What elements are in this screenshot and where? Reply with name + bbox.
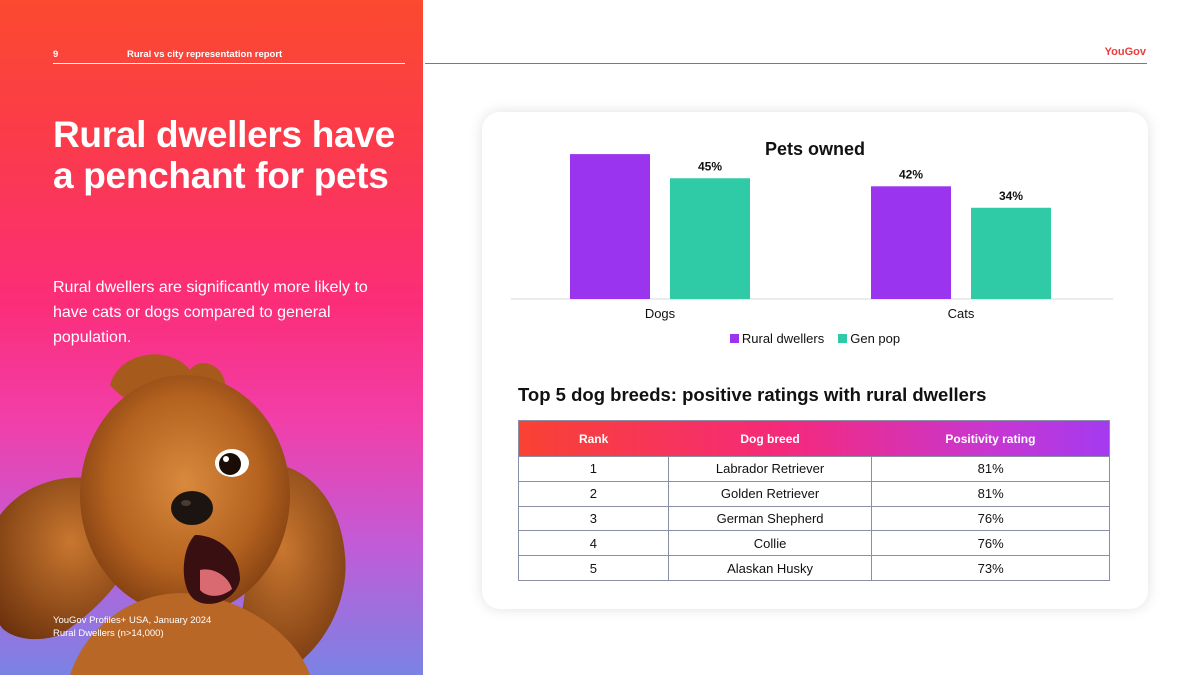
chart-legend: Rural dwellers Gen pop <box>482 331 1148 346</box>
rank-cell: 2 <box>518 480 669 507</box>
table-header-row: Rank Dog breed Positivity rating <box>518 420 1110 457</box>
header-divider <box>53 63 405 64</box>
hero-panel: 9 Rural vs city representation report Ru… <box>0 0 423 675</box>
bar-dogs-genpop <box>670 178 750 299</box>
table-row: 1 Labrador Retriever 81% <box>518 456 1110 482</box>
bar-cats-genpop <box>971 207 1051 299</box>
breed-cell: Alaskan Husky <box>667 555 873 581</box>
rating-cell: 76% <box>871 505 1110 532</box>
source-line-1: YouGov Profiles+ USA, January 2024 <box>53 615 212 626</box>
data-label-cats-genpop: 34% <box>999 189 1023 203</box>
puppy-photo <box>0 354 346 675</box>
source-line-2: Rural Dwellers (n>14,000) <box>53 628 164 639</box>
report-title: Rural vs city representation report <box>127 49 283 60</box>
legend-label-rural: Rural dwellers <box>741 331 825 346</box>
breed-cell: Labrador Retriever <box>667 456 873 482</box>
bar-dogs-rural <box>570 154 650 299</box>
header-positivity: Positivity rating <box>945 431 1036 446</box>
table-row: 2 Golden Retriever 81% <box>518 480 1110 507</box>
breed-cell: German Shepherd <box>667 505 873 532</box>
chart-title: Pets owned <box>764 139 866 159</box>
page-title: Rural dwellers have a penchant for pets <box>53 114 395 196</box>
legend-swatch-genpop <box>838 334 848 343</box>
data-label-dogs-genpop: 45% <box>698 159 722 173</box>
x-tick-label-cats: Cats <box>948 306 975 321</box>
header-rule <box>425 63 1147 64</box>
brand-logo: YouGov <box>1104 46 1146 58</box>
breed-cell: Collie <box>667 530 873 557</box>
table-row: 5 Alaskan Husky 73% <box>518 555 1110 581</box>
rating-cell: 76% <box>871 530 1110 557</box>
legend-swatch-rural <box>729 334 739 343</box>
page-number: 9 <box>53 49 59 60</box>
dog-breeds-table: Rank Dog breed Positivity rating 1 Labra… <box>518 420 1110 581</box>
header-dog-breed: Dog breed <box>740 431 800 446</box>
page-header: 9 Rural vs city representation report <box>53 49 405 65</box>
table-row: 4 Collie 76% <box>518 530 1110 557</box>
header-rank: Rank <box>578 431 609 446</box>
source-note: YouGov Profiles+ USA, January 2024 Rural… <box>53 614 353 640</box>
rating-cell: 81% <box>871 480 1110 507</box>
rank-cell: 1 <box>518 456 669 482</box>
table-title: Top 5 dog breeds: positive ratings with … <box>518 384 987 405</box>
rank-cell: 4 <box>518 530 669 557</box>
rating-cell: 81% <box>871 456 1110 482</box>
bar-cats-rural <box>871 186 951 299</box>
rating-cell: 73% <box>871 555 1110 581</box>
x-tick-label-dogs: Dogs <box>645 306 676 321</box>
rank-cell: 3 <box>518 505 669 532</box>
legend-label-genpop: Gen pop <box>850 331 901 346</box>
legend-item-genpop: Gen pop <box>838 331 900 346</box>
legend-item-rural: Rural dwellers <box>729 331 825 346</box>
rank-cell: 5 <box>518 555 669 581</box>
breed-cell: Golden Retriever <box>667 480 873 507</box>
summary-text: Rural dwellers are significantly more li… <box>53 279 368 346</box>
data-label-cats-rural: 42% <box>899 167 923 181</box>
table-row: 3 German Shepherd 76% <box>518 505 1110 532</box>
